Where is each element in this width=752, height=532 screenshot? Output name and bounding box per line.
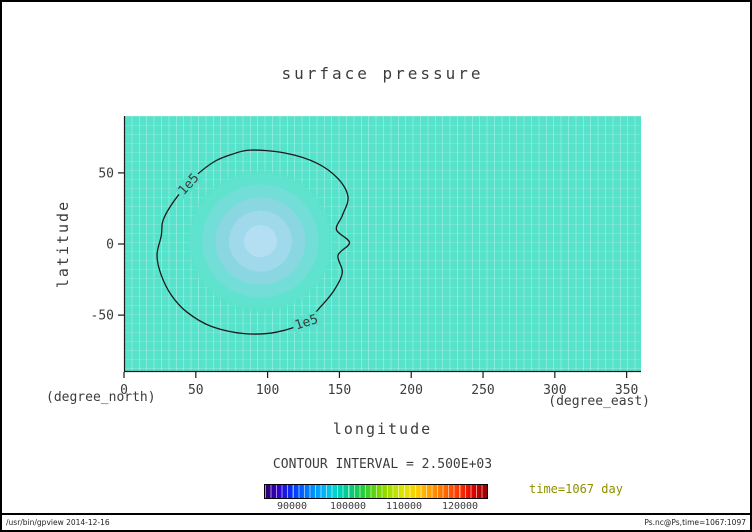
footer-bar: /usr/bin/gpview 2014-12-16 Ps.nc@Ps,time…	[2, 513, 750, 530]
x-tick-label: 100	[256, 383, 279, 398]
contour-label-text: 1e5	[293, 312, 320, 334]
contour-label-mask	[174, 169, 204, 200]
y-axis-label: latitude	[54, 199, 72, 289]
x-tick-label: 350	[615, 383, 638, 398]
contour-line	[156, 149, 351, 335]
x-tick-label: 200	[399, 383, 422, 398]
x-tick-label: 250	[471, 383, 494, 398]
footer-source-text: Ps.nc@Ps,time=1067:1097	[644, 518, 746, 527]
plot-area: 1e5 1e5 0 50 100 150 200 250 300 350 -50 0 50	[91, 116, 641, 398]
colorbar-tick-label: 90000	[276, 501, 308, 512]
x-axis-label: longitude	[332, 420, 433, 438]
y-axis-unit: (degree_north)	[46, 390, 156, 405]
y-tick-label: 50	[98, 166, 114, 181]
low-pressure-blob	[185, 168, 336, 314]
colorbar-tick-label: 120000	[441, 501, 479, 512]
time-annotation: time=1067 day	[529, 482, 623, 496]
colorbar-tick-label: 100000	[329, 501, 367, 512]
x-tick-label: 300	[543, 383, 566, 398]
shaded-field-background	[124, 116, 641, 372]
contour-label-mask	[290, 311, 322, 334]
x-tick-label: 0	[120, 383, 128, 398]
colorbar-tick-label: 110000	[385, 501, 423, 512]
x-tick-label: 50	[188, 383, 204, 398]
contour-interval-text: CONTOUR INTERVAL = 2.500E+03	[272, 457, 493, 472]
colorbar	[264, 484, 488, 499]
footer-command-text: /usr/bin/gpview 2014-12-16	[6, 518, 110, 527]
chart-title: surface pressure	[281, 64, 484, 83]
axes-layer: 0 50 100 150 200 250 300 350 -50 0 50	[91, 116, 641, 398]
y-tick-label: 0	[106, 238, 114, 253]
colorbar-gradient	[265, 485, 487, 498]
x-tick-label: 150	[328, 383, 351, 398]
contour-label: 1e5	[290, 311, 322, 334]
low-pressure-shading	[185, 168, 336, 314]
x-axis-unit: (degree_east)	[548, 394, 650, 409]
y-tick-label: -50	[91, 309, 114, 324]
colorbar-tick-labels: 90000 100000 110000 120000	[264, 501, 488, 513]
